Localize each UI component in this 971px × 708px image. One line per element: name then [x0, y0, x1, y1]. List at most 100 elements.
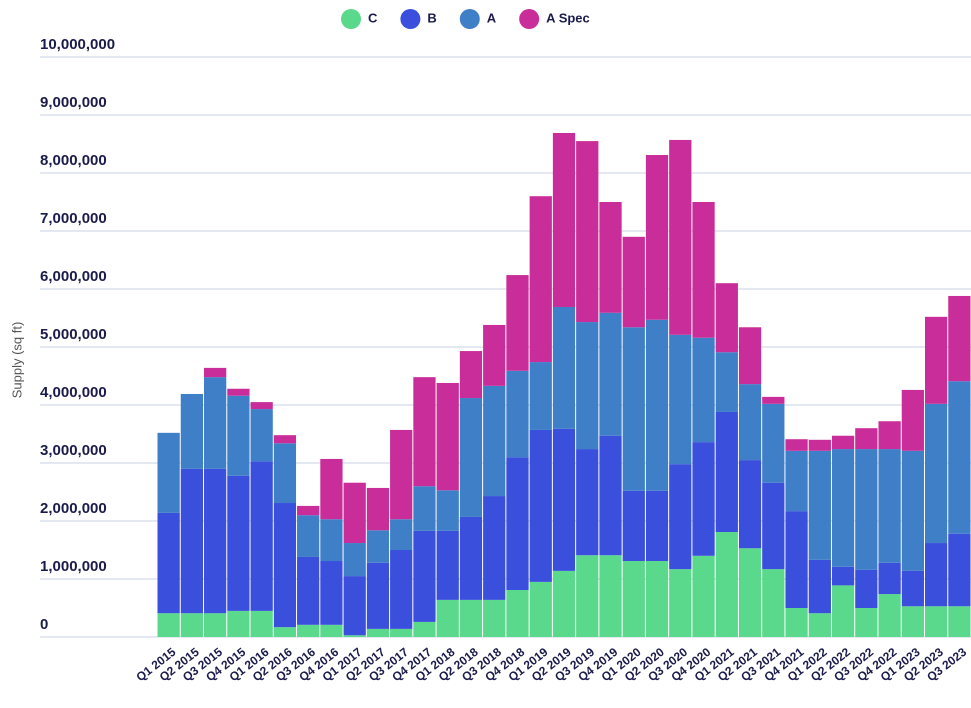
bar-segment: [669, 569, 692, 637]
legend-swatch: [400, 9, 421, 29]
bar-segment: [762, 482, 785, 570]
bar-segment: [366, 530, 390, 563]
bar-segment: [576, 449, 599, 556]
bar-segment: [343, 576, 366, 636]
bar-segment: [576, 141, 599, 323]
bar-segment: [343, 543, 366, 577]
bar-segment: [436, 530, 459, 600]
bar-segment: [436, 490, 459, 531]
bar-segment: [227, 388, 250, 396]
bar-segment: [273, 435, 297, 444]
bar-segment: [948, 295, 971, 382]
bar-segment: [738, 460, 762, 549]
bar-segment: [413, 621, 436, 637]
bar-segment: [901, 450, 924, 571]
bar-segment: [390, 429, 413, 520]
bar-segment: [762, 403, 785, 483]
bar-segment: [320, 519, 343, 562]
bar-segment: [413, 530, 436, 622]
bar-segment: [599, 312, 622, 436]
bar-segment: [645, 561, 669, 637]
bar-segment: [506, 457, 529, 591]
bar-segment: [204, 367, 227, 378]
bar-segment: [390, 628, 413, 637]
bar-segment: [924, 543, 948, 607]
bar-segment: [831, 435, 855, 450]
bar-segment: [762, 569, 785, 637]
bar-segment: [948, 381, 971, 534]
y-tick-label: 10,000,000: [40, 36, 115, 53]
legend-swatch: [519, 9, 540, 29]
bar-segment: [459, 398, 483, 517]
y-tick-label: 6,000,000: [40, 268, 107, 285]
bar-segment: [645, 155, 669, 320]
bar-segment: [785, 608, 808, 637]
bar-segment: [785, 450, 808, 512]
bar-segment: [413, 377, 436, 487]
bar-segment: [529, 429, 552, 582]
bar-segment: [715, 352, 738, 412]
bar-segment: [157, 512, 180, 614]
bar-segment: [831, 449, 855, 567]
bar-segment: [297, 515, 320, 557]
bar-segment: [273, 443, 297, 504]
bar-segment: [715, 411, 738, 533]
legend-label: B: [427, 10, 436, 25]
bar-segment: [483, 385, 506, 497]
bar-segment: [483, 599, 506, 637]
bar-segment: [343, 635, 366, 637]
bar-segment: [785, 439, 808, 451]
legend-label: A Spec: [546, 10, 590, 25]
legend-swatch: [459, 9, 480, 29]
bar-segment: [738, 548, 762, 637]
bar-segment: [459, 516, 483, 600]
y-tick-label: 2,000,000: [40, 500, 107, 517]
bar-segment: [250, 409, 273, 462]
bar-segment: [250, 461, 273, 611]
bar-segment: [320, 561, 343, 625]
bar-segment: [390, 519, 413, 550]
bar-segment: [645, 319, 669, 491]
bar-segment: [878, 562, 901, 595]
bar-segment: [297, 624, 320, 637]
bar-segment: [157, 613, 180, 637]
bar-segment: [599, 435, 622, 556]
bar-segment: [529, 581, 552, 637]
bar-segment: [622, 236, 645, 328]
bar-segment: [204, 613, 227, 637]
bar-segment: [669, 464, 692, 570]
legend: C B A A Spec: [341, 9, 590, 29]
bar-segment: [692, 337, 715, 443]
bar-segment: [645, 490, 669, 562]
y-tick-label: 3,000,000: [40, 442, 107, 459]
legend-label: C: [368, 10, 378, 25]
bar-segment: [669, 334, 692, 465]
bar-segment: [320, 458, 343, 520]
y-tick-label: 7,000,000: [40, 210, 107, 227]
bar-segment: [715, 283, 738, 353]
bar-segment: [227, 395, 250, 476]
bar-segment: [855, 608, 878, 637]
y-tick-label: 1,000,000: [40, 558, 107, 575]
bar-segment: [366, 562, 390, 629]
bar-segment: [831, 566, 855, 586]
bar-segment: [390, 550, 413, 629]
bar-segment: [808, 439, 831, 451]
bar-segment: [552, 428, 576, 571]
bar-segment: [738, 384, 762, 461]
bar-segment: [878, 421, 901, 450]
bar-segment: [924, 403, 948, 544]
bar-segment: [855, 569, 878, 608]
bar-segment: [506, 590, 529, 637]
bar-segment: [529, 362, 552, 430]
bar-segment: [622, 490, 645, 562]
bar-segment: [204, 468, 227, 614]
bar-segment: [320, 624, 343, 637]
bar-segment: [297, 505, 320, 516]
bar-segment: [924, 316, 948, 404]
bar-segment: [599, 202, 622, 313]
bar-segment: [901, 606, 924, 637]
bar-segment: [180, 468, 204, 614]
bar-segment: [250, 402, 273, 410]
